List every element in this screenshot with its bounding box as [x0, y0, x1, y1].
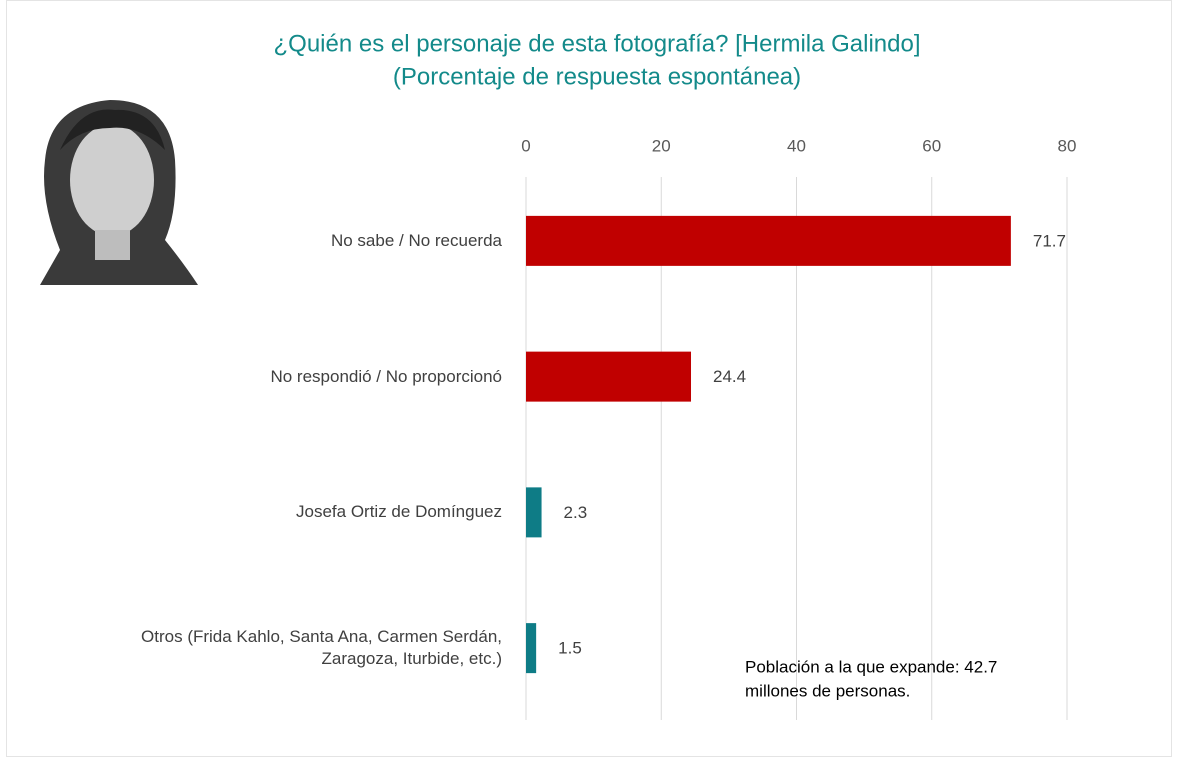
chart-title: ¿Quién es el personaje de esta fotografí… — [273, 30, 920, 57]
portrait — [40, 100, 198, 285]
annotation: Población a la que expande: 42.7 — [745, 657, 997, 676]
y-tick-label: Josefa Ortiz de Domínguez — [72, 501, 502, 523]
value-label: 71.7 — [1033, 231, 1066, 250]
y-tick-label: Otros (Frida Kahlo, Santa Ana, Carmen Se… — [72, 626, 502, 670]
bar — [526, 352, 691, 402]
value-label: 24.4 — [713, 367, 746, 386]
annotation: millones de personas. — [745, 681, 910, 700]
bar — [526, 623, 536, 673]
y-tick-label: No respondió / No proporcionó — [72, 366, 502, 388]
y-tick-label: No sabe / No recuerda — [72, 230, 502, 252]
x-tick-label: 40 — [787, 136, 806, 155]
chart-page: ¿Quién es el personaje de esta fotografí… — [0, 0, 1179, 758]
value-label: 2.3 — [564, 503, 588, 522]
value-label: 1.5 — [558, 639, 582, 658]
bar — [526, 487, 542, 537]
bar — [526, 216, 1011, 266]
chart-subtitle: (Porcentaje de respuesta espontánea) — [393, 63, 801, 90]
x-tick-label: 20 — [652, 136, 671, 155]
x-tick-label: 60 — [922, 136, 941, 155]
x-tick-label: 80 — [1058, 136, 1077, 155]
x-tick-label: 0 — [521, 136, 530, 155]
